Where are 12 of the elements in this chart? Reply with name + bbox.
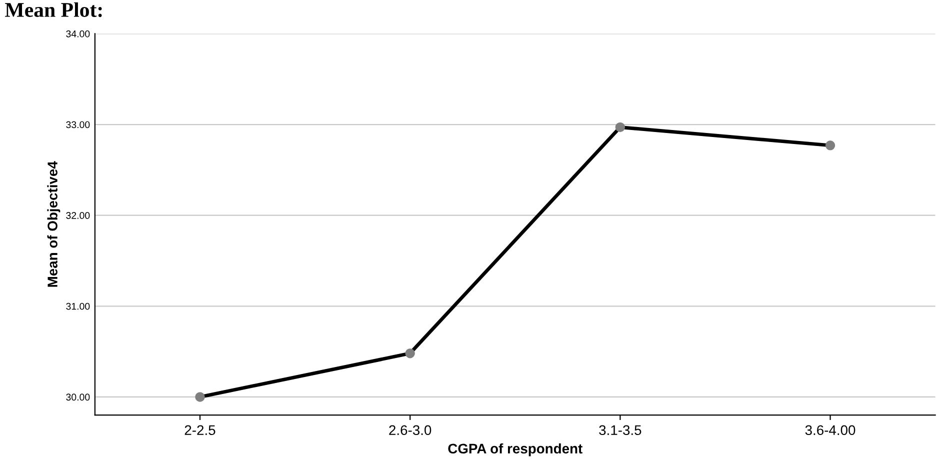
- chart-title: Mean Plot:: [5, 2, 102, 18]
- x-tick-label: 3.6-4.00: [805, 425, 856, 436]
- y-tick-label: 31.00: [66, 302, 90, 310]
- x-axis-title: CGPA of respondent: [448, 443, 582, 456]
- y-tick-label: 34.00: [66, 30, 90, 38]
- x-tick-label: 2-2.5: [184, 425, 216, 436]
- y-tick-label: 30.00: [66, 394, 90, 401]
- y-tick-label: 33.00: [66, 121, 90, 128]
- y-tick-label: 32.00: [66, 212, 90, 219]
- y-axis-title: Mean of Objective4: [47, 161, 60, 287]
- x-tick-label: 2.6-3.0: [389, 425, 432, 436]
- x-tick-label: 3.1-3.5: [599, 425, 642, 436]
